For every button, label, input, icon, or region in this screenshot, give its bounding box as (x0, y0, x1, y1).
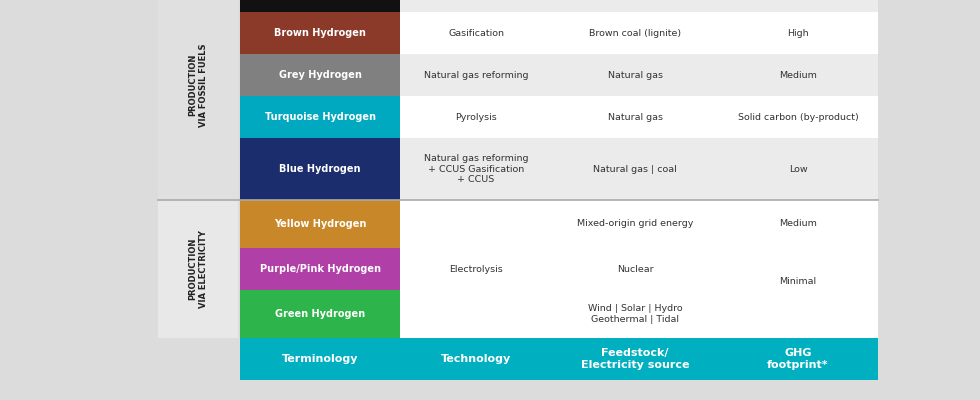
Text: Medium: Medium (779, 220, 817, 228)
Bar (240, 248, 400, 290)
Bar (400, 96, 878, 138)
Bar (400, 200, 878, 248)
Bar (400, 54, 878, 96)
Text: Terminology: Terminology (282, 354, 359, 364)
Bar (240, 0, 400, 12)
Bar (240, 138, 400, 200)
Bar (240, 200, 400, 248)
Text: Purple/Pink Hydrogen: Purple/Pink Hydrogen (260, 264, 380, 274)
Text: Electrolysis: Electrolysis (449, 264, 503, 274)
Bar (240, 96, 400, 138)
Text: Nuclear: Nuclear (616, 264, 654, 274)
Text: Solid carbon (by-product): Solid carbon (by-product) (738, 112, 858, 122)
Text: Natural gas | coal: Natural gas | coal (593, 164, 677, 174)
Text: Brown coal (lignite): Brown coal (lignite) (589, 28, 681, 38)
Text: Natural gas reforming: Natural gas reforming (423, 70, 528, 80)
Text: GHG
footprint*: GHG footprint* (767, 348, 829, 370)
Text: Wind | Solar | Hydro
Geothermal | Tidal: Wind | Solar | Hydro Geothermal | Tidal (588, 304, 682, 324)
Text: Green Hydrogen: Green Hydrogen (275, 309, 366, 319)
Bar (240, 54, 400, 96)
Text: Turquoise Hydrogen: Turquoise Hydrogen (265, 112, 375, 122)
Text: Low: Low (789, 164, 808, 174)
Text: Mixed-origin grid energy: Mixed-origin grid energy (577, 220, 693, 228)
Text: Brown Hydrogen: Brown Hydrogen (274, 28, 366, 38)
Bar (158, 0, 238, 200)
Text: Yellow Hydrogen: Yellow Hydrogen (273, 219, 367, 229)
Text: Feedstock/
Electricity source: Feedstock/ Electricity source (581, 348, 689, 370)
Bar (400, 248, 878, 290)
Bar (400, 290, 878, 338)
Text: High: High (787, 28, 808, 38)
Text: Grey Hydrogen: Grey Hydrogen (278, 70, 362, 80)
Text: Medium: Medium (779, 70, 817, 80)
Text: Natural gas: Natural gas (608, 70, 662, 80)
Bar (240, 290, 400, 338)
Text: Pyrolysis: Pyrolysis (455, 112, 497, 122)
Text: PRODUCTION
VIA ELECTRICITY: PRODUCTION VIA ELECTRICITY (188, 230, 208, 308)
Bar (240, 338, 878, 380)
Text: Gasification: Gasification (448, 28, 504, 38)
Text: PRODUCTION
VIA FOSSIL FUELS: PRODUCTION VIA FOSSIL FUELS (188, 43, 208, 127)
Text: Natural gas reforming
+ CCUS Gasification
+ CCUS: Natural gas reforming + CCUS Gasificatio… (423, 154, 528, 184)
Text: Blue Hydrogen: Blue Hydrogen (279, 164, 361, 174)
Text: Natural gas: Natural gas (608, 112, 662, 122)
Text: Minimal: Minimal (779, 277, 816, 286)
Bar (400, 12, 878, 54)
Bar (400, 0, 878, 12)
Text: Technology: Technology (441, 354, 512, 364)
Bar (400, 138, 878, 200)
Bar (240, 12, 400, 54)
Bar (158, 200, 238, 338)
